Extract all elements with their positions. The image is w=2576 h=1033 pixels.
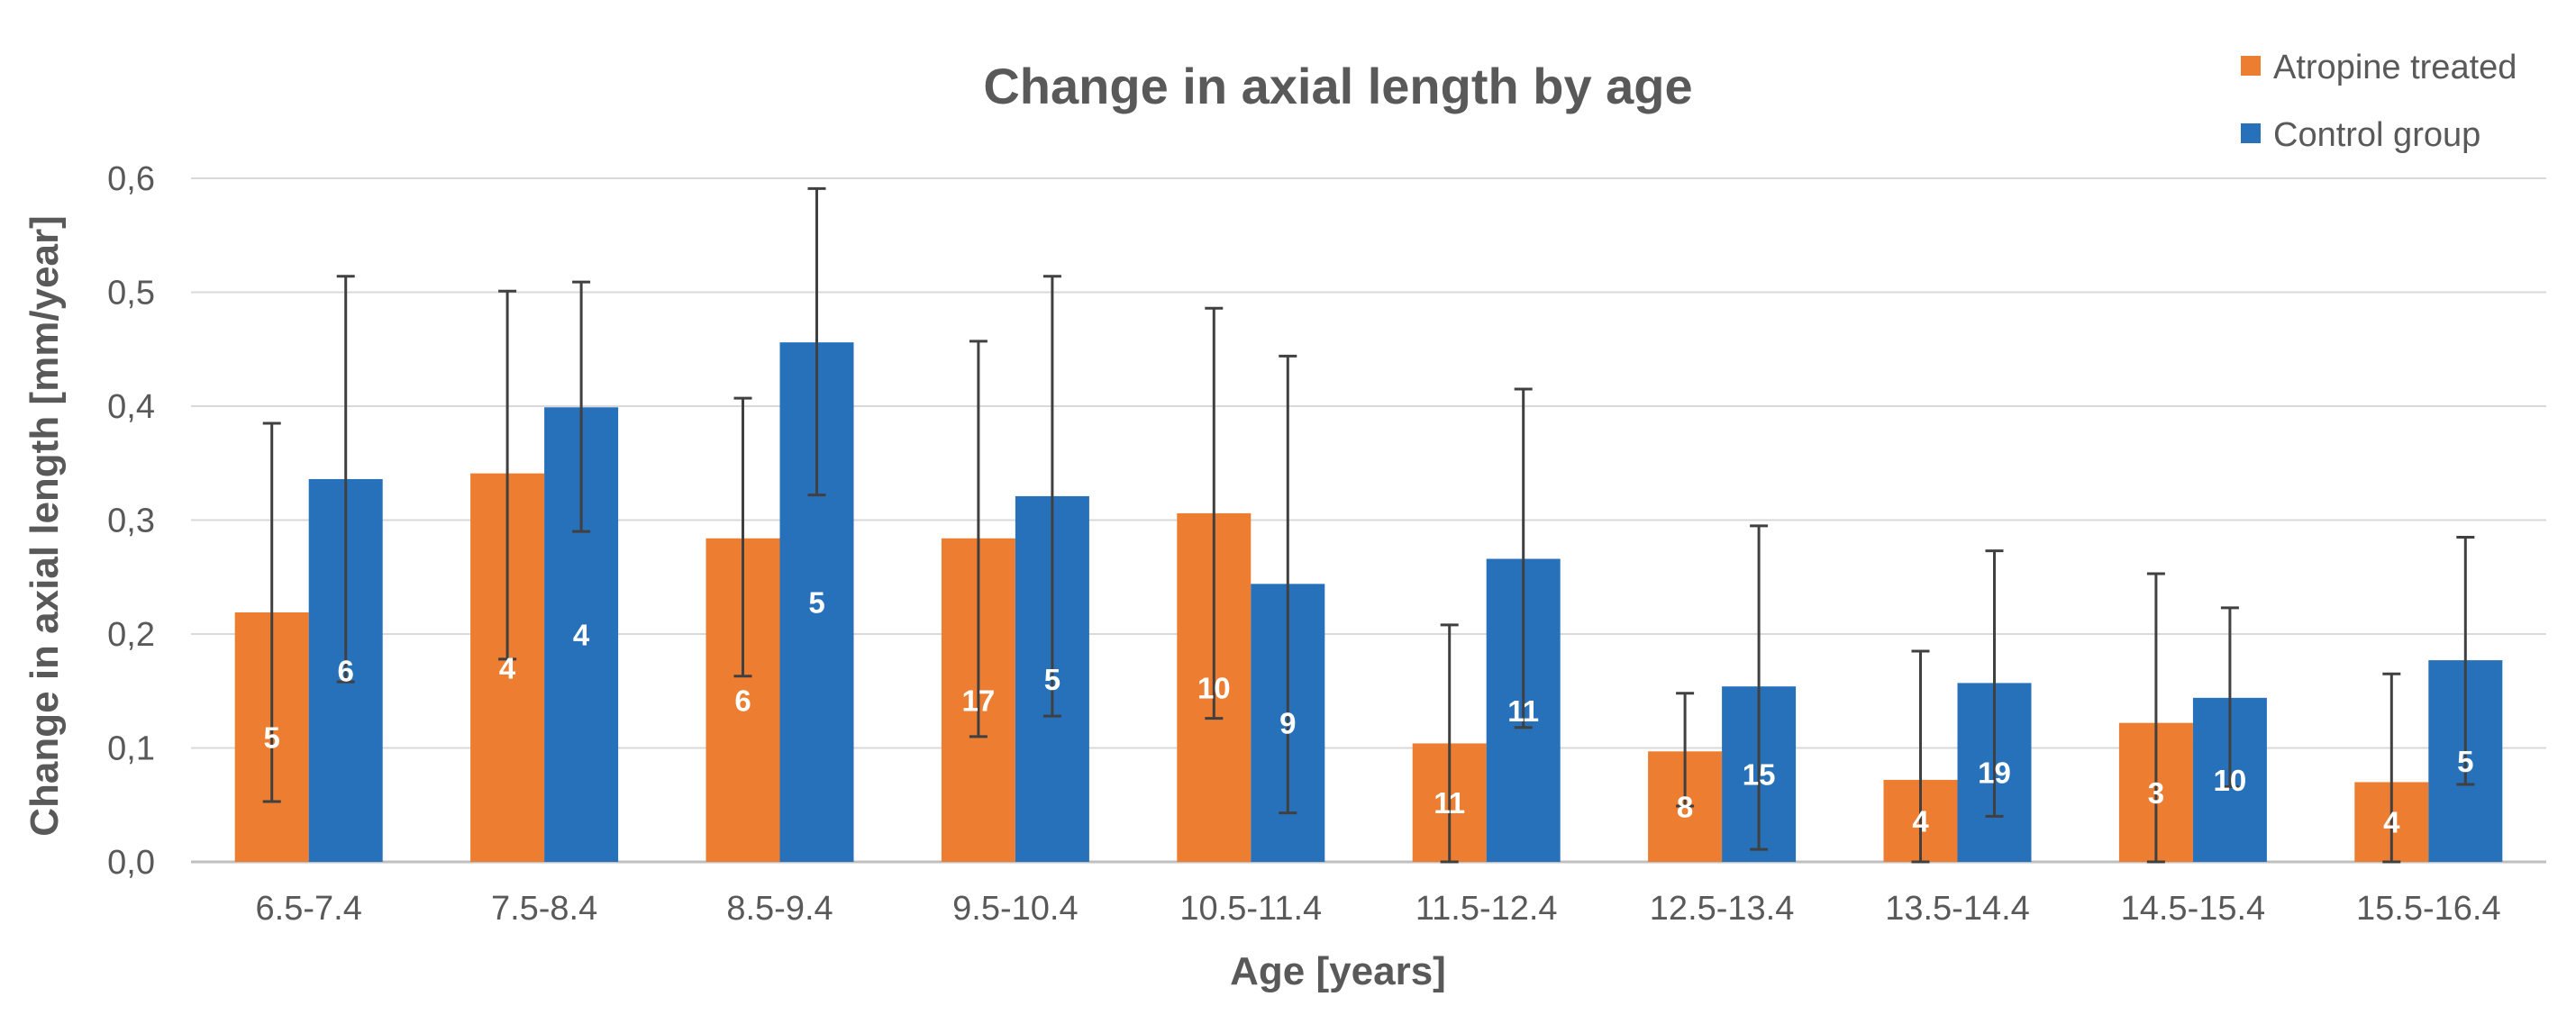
x-tick-label: 13.5-14.4 xyxy=(1885,890,2030,928)
data-label: 6 xyxy=(338,654,354,687)
data-label: 8 xyxy=(1677,791,1693,824)
data-labels: 5 6 4 4 6 5 17 5 10 9 11 11 8 15 4 19 3 10 4 5 xyxy=(264,586,2474,839)
data-label: 4 xyxy=(1912,804,1929,838)
data-label: 10 xyxy=(2214,764,2247,797)
data-label: 4 xyxy=(573,619,590,652)
y-axis-ticks: 0,0 0,1 0,2 0,3 0,4 0,5 0,6 xyxy=(107,160,155,882)
chart-title: Change in axial length by age xyxy=(983,58,1692,114)
legend-label-control: Control group xyxy=(2273,116,2480,154)
y-tick-label: 0,1 xyxy=(107,730,155,768)
data-label: 19 xyxy=(1978,757,2011,790)
data-label: 5 xyxy=(2457,745,2473,778)
y-tick-label: 0,6 xyxy=(107,160,155,198)
y-tick-label: 0,2 xyxy=(107,616,155,654)
data-label: 4 xyxy=(2383,806,2400,839)
legend-swatch-atropine xyxy=(2241,56,2261,76)
x-tick-label: 15.5-16.4 xyxy=(2356,890,2501,928)
legend-swatch-control xyxy=(2241,123,2261,143)
data-label: 5 xyxy=(1044,663,1060,696)
x-tick-label: 9.5-10.4 xyxy=(952,890,1078,928)
x-tick-label: 11.5-12.4 xyxy=(1415,890,1558,928)
data-label: 11 xyxy=(1434,786,1465,820)
data-label: 3 xyxy=(2148,776,2164,810)
x-tick-label: 6.5-7.4 xyxy=(256,890,362,928)
data-label: 6 xyxy=(734,684,751,717)
data-label: 5 xyxy=(808,586,824,620)
x-tick-label: 7.5-8.4 xyxy=(491,890,597,928)
x-tick-label: 14.5-15.4 xyxy=(2121,890,2266,928)
data-label: 11 xyxy=(1507,694,1539,728)
y-tick-label: 0,5 xyxy=(107,275,155,313)
data-label: 5 xyxy=(264,720,280,754)
data-label: 9 xyxy=(1279,707,1296,740)
y-axis-title: Change in axial length [mm/year] xyxy=(23,215,67,837)
x-axis-title: Age [years] xyxy=(1230,949,1446,993)
x-axis-ticks: 6.5-7.4 7.5-8.4 8.5-9.4 9.5-10.4 10.5-11.4 11… xyxy=(256,890,2501,928)
data-label: 10 xyxy=(1197,671,1231,704)
y-tick-label: 0,0 xyxy=(107,844,155,882)
x-tick-label: 10.5-11.4 xyxy=(1179,890,1322,928)
legend-label-atropine: Atropine treated xyxy=(2273,49,2517,86)
error-bars xyxy=(262,186,2475,864)
data-label: 4 xyxy=(499,651,516,684)
x-tick-label: 8.5-9.4 xyxy=(726,890,833,928)
data-label: 17 xyxy=(962,684,996,717)
y-tick-label: 0,3 xyxy=(107,503,155,540)
x-tick-label: 12.5-13.4 xyxy=(1650,890,1795,928)
y-tick-label: 0,4 xyxy=(107,388,155,426)
legend: Atropine treated Control group xyxy=(2241,49,2517,154)
data-label: 15 xyxy=(1743,758,1776,792)
